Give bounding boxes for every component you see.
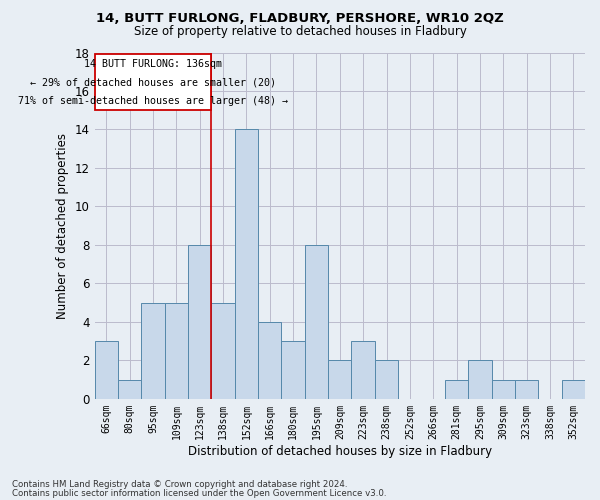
Bar <box>142 302 164 399</box>
Text: Contains public sector information licensed under the Open Government Licence v3: Contains public sector information licen… <box>12 489 386 498</box>
Y-axis label: Number of detached properties: Number of detached properties <box>56 132 69 318</box>
Bar <box>164 302 188 399</box>
Bar <box>95 341 118 399</box>
Bar <box>95 54 211 110</box>
Bar <box>281 341 305 399</box>
Bar <box>235 130 258 399</box>
Bar <box>562 380 585 399</box>
Bar <box>515 380 538 399</box>
Text: 71% of semi-detached houses are larger (48) →: 71% of semi-detached houses are larger (… <box>18 96 288 106</box>
Bar <box>491 380 515 399</box>
Text: 14 BUTT FURLONG: 136sqm: 14 BUTT FURLONG: 136sqm <box>84 58 222 68</box>
Bar <box>468 360 491 399</box>
Bar <box>211 302 235 399</box>
Text: 14, BUTT FURLONG, FLADBURY, PERSHORE, WR10 2QZ: 14, BUTT FURLONG, FLADBURY, PERSHORE, WR… <box>96 12 504 26</box>
X-axis label: Distribution of detached houses by size in Fladbury: Distribution of detached houses by size … <box>188 444 492 458</box>
Text: Size of property relative to detached houses in Fladbury: Size of property relative to detached ho… <box>134 25 466 38</box>
Bar <box>305 245 328 399</box>
Bar <box>352 341 375 399</box>
Bar <box>258 322 281 399</box>
Text: Contains HM Land Registry data © Crown copyright and database right 2024.: Contains HM Land Registry data © Crown c… <box>12 480 347 489</box>
Bar <box>118 380 142 399</box>
Text: ← 29% of detached houses are smaller (20): ← 29% of detached houses are smaller (20… <box>30 78 276 88</box>
Bar <box>375 360 398 399</box>
Bar <box>188 245 211 399</box>
Bar <box>328 360 352 399</box>
Bar <box>445 380 468 399</box>
